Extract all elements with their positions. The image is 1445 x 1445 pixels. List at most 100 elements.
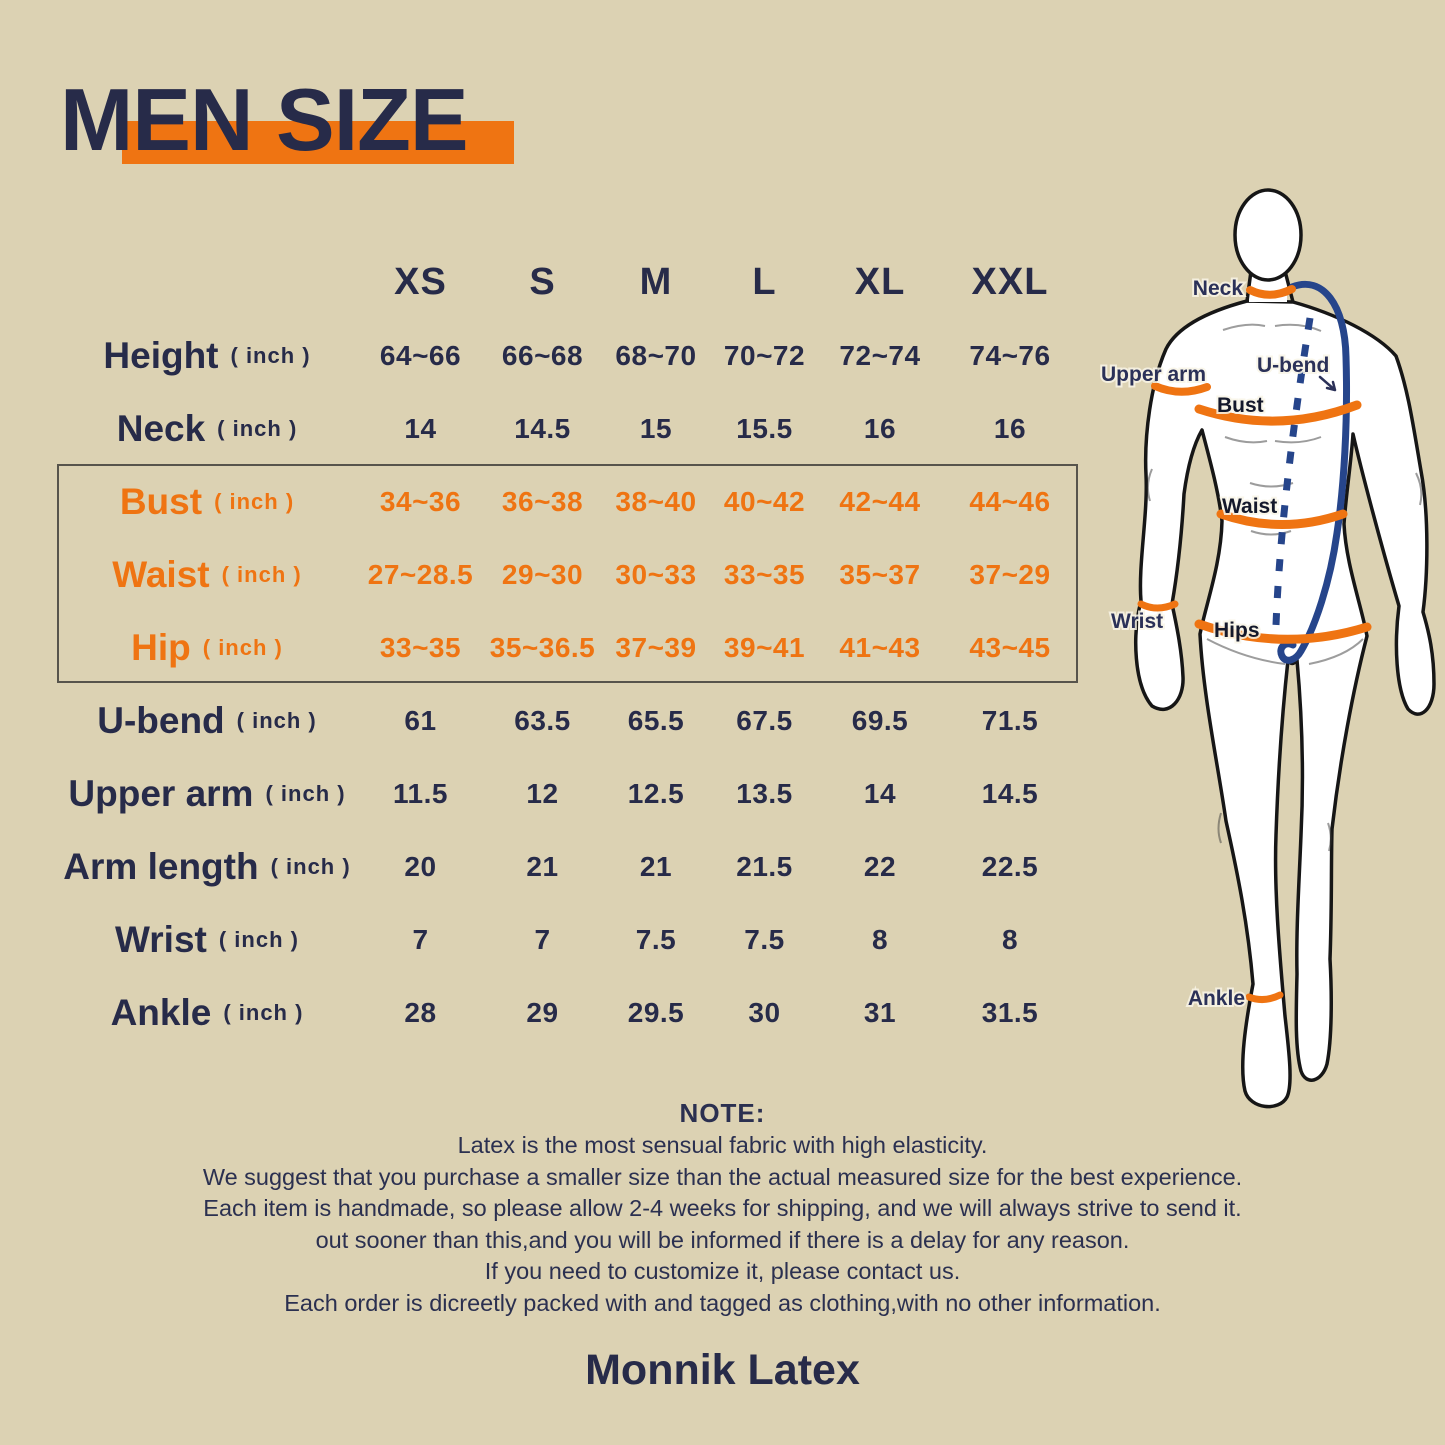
- note-line: out sooner than this,and you will be inf…: [315, 1226, 1130, 1253]
- row-label-text: Ankle: [110, 991, 212, 1033]
- column-header-s: S: [529, 261, 556, 303]
- value-hip-m: 37~39: [615, 631, 697, 663]
- row-label-text: Bust: [119, 480, 203, 522]
- value-wrist-m: 7.5: [635, 923, 677, 955]
- row-label-text: Waist: [112, 553, 210, 595]
- row-label-text: Arm length: [63, 845, 259, 887]
- row-label-text: Height: [103, 334, 219, 376]
- figure-label-ankle: Ankle: [1188, 987, 1245, 1010]
- column-header-xl: XL: [854, 261, 906, 303]
- value-u-bend-l: 67.5: [736, 704, 793, 736]
- value-hip-xxl: 43~45: [969, 631, 1051, 663]
- value-u-bend-s: 63.5: [514, 704, 571, 736]
- row-label-waist: Waist ( inch ): [57, 538, 357, 611]
- row-unit-text: ( inch ): [218, 926, 299, 952]
- row-label-text: Hip: [131, 626, 191, 668]
- value-u-bend-xl: 69.5: [851, 704, 909, 736]
- title-section: MEN SIZE: [0, 0, 1445, 200]
- figure-label-hips: Hips: [1214, 619, 1260, 642]
- row-unit-text: ( inch ): [223, 999, 304, 1025]
- value-neck-s: 14.5: [514, 412, 571, 444]
- value-waist-xxl: 37~29: [969, 558, 1051, 590]
- value-waist-xs: 27~28.5: [367, 558, 474, 590]
- value-bust-xxl: 44~46: [969, 485, 1051, 517]
- value-u-bend-xxl: 71.5: [981, 704, 1039, 736]
- column-header-m: M: [639, 261, 673, 303]
- value-upper-arm-l: 13.5: [736, 777, 793, 809]
- hips-band: [1194, 619, 1372, 644]
- upper-arm-band: [1151, 382, 1211, 396]
- value-upper-arm-xxl: 14.5: [981, 777, 1039, 809]
- value-bust-l: 40~42: [723, 485, 806, 517]
- value-hip-l: 39~41: [723, 631, 806, 663]
- value-arm-length-xs: 20: [404, 850, 437, 882]
- value-wrist-xxl: 8: [1001, 923, 1019, 955]
- row-unit-text: ( inch ): [202, 634, 283, 660]
- value-arm-length-s: 21: [526, 850, 559, 882]
- note-line: We suggest that you purchase a smaller s…: [202, 1163, 1243, 1190]
- value-bust-xs: 34~36: [379, 485, 462, 517]
- value-ankle-s: 29: [526, 996, 559, 1028]
- row-label-text: U-bend: [97, 699, 225, 741]
- value-neck-l: 15.5: [736, 412, 793, 444]
- row-unit-text: ( inch ): [217, 415, 298, 441]
- value-neck-xs: 14: [404, 412, 437, 444]
- row-unit-text: ( inch ): [221, 561, 302, 587]
- value-arm-length-xl: 22: [863, 850, 897, 882]
- value-height-l: 70~72: [723, 339, 806, 371]
- title-accent-bar: [122, 121, 514, 164]
- value-bust-m: 38~40: [615, 485, 697, 517]
- value-bust-s: 36~38: [501, 485, 584, 517]
- value-height-xs: 64~66: [379, 339, 462, 371]
- column-header-xs: XS: [394, 261, 447, 303]
- value-waist-l: 33~35: [723, 558, 806, 590]
- value-arm-length-m: 21: [639, 850, 673, 882]
- figure-label-bust: Bust: [1217, 394, 1264, 417]
- value-hip-xl: 41~43: [839, 631, 921, 663]
- neck-band: [1246, 285, 1296, 299]
- value-upper-arm-xl: 14: [863, 777, 897, 809]
- value-waist-m: 30~33: [615, 558, 697, 590]
- value-hip-s: 35~36.5: [489, 631, 596, 663]
- value-wrist-s: 7: [534, 923, 551, 955]
- row-label-text: Upper arm: [68, 772, 254, 814]
- value-neck-m: 15: [639, 412, 673, 444]
- note-line: Latex is the most sensual fabric with hi…: [457, 1132, 988, 1158]
- ankle-band: [1245, 991, 1284, 1004]
- row-unit-text: ( inch ): [236, 707, 317, 733]
- value-ankle-m: 29.5: [627, 996, 685, 1028]
- row-label-bust: Bust ( inch ): [57, 465, 357, 538]
- row-label-neck: Neck ( inch ): [57, 392, 357, 465]
- value-neck-xl: 16: [863, 412, 897, 444]
- value-upper-arm-m: 12.5: [627, 777, 685, 809]
- row-label-arm-length: Arm length ( inch ): [57, 830, 357, 903]
- u-bend-arrow: [1318, 375, 1337, 392]
- row-label-hip: Hip ( inch ): [57, 611, 357, 684]
- page-title: MEN SIZE: [60, 70, 469, 169]
- row-label-u-bend: U-bend ( inch ): [57, 684, 357, 757]
- value-waist-xl: 35~37: [839, 558, 921, 590]
- value-neck-xxl: 16: [993, 412, 1027, 444]
- value-waist-s: 29~30: [501, 558, 584, 590]
- value-upper-arm-s: 12: [526, 777, 559, 809]
- row-unit-text: ( inch ): [230, 342, 311, 368]
- row-label-height: Height ( inch ): [57, 319, 357, 392]
- value-ankle-xl: 31: [863, 996, 897, 1028]
- row-label-text: Neck: [116, 407, 206, 449]
- row-label-wrist: Wrist ( inch ): [57, 903, 357, 976]
- column-header-xxl: XXL: [971, 261, 1049, 303]
- value-ankle-xxl: 31.5: [981, 996, 1039, 1028]
- table-corner-cell: [57, 246, 357, 319]
- note-line: Each item is handmade, so please allow 2…: [203, 1195, 1242, 1221]
- value-wrist-xl: 8: [871, 923, 889, 955]
- value-height-m: 68~70: [615, 339, 697, 371]
- measurement-figure: Neck Upper arm U-bend Bust Waist Wrist H…: [1099, 188, 1436, 1109]
- note-section: NOTE: Latex is the most sensual fabric w…: [0, 1096, 1445, 1319]
- value-ankle-xs: 28: [404, 996, 437, 1028]
- note-line: Each order is dicreetly packed with and …: [284, 1289, 1161, 1316]
- value-wrist-xs: 7: [412, 923, 429, 955]
- figure-label-waist: Waist: [1222, 495, 1277, 518]
- measurement-bands: [1137, 285, 1372, 1004]
- figure-label-u-bend: U-bend: [1257, 354, 1329, 377]
- u-bend-line-solid: [1277, 280, 1350, 664]
